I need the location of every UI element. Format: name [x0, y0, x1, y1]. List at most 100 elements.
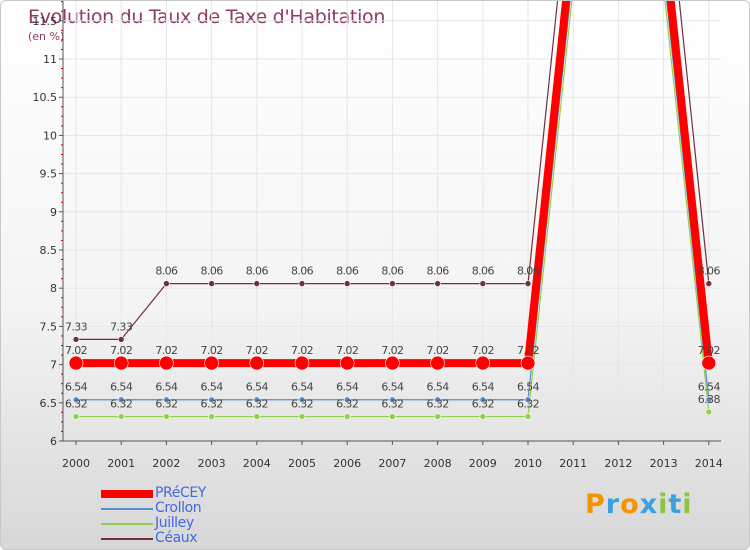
- data-label-crollon: 6.54: [110, 381, 133, 394]
- logo-letter: x: [639, 489, 659, 520]
- data-label-precey: 7.02: [517, 344, 539, 357]
- y-minor-tick: [61, 144, 63, 146]
- y-tick-label: 11: [43, 53, 57, 66]
- data-point-precey: [204, 355, 219, 371]
- data-point-juilley: [434, 413, 441, 420]
- y-minor-tick: [61, 345, 63, 346]
- data-label-juilley: 6.32: [381, 398, 403, 411]
- y-minor-tick: [61, 182, 63, 184]
- y-minor-tick: [61, 335, 63, 337]
- data-label-juilley: 6.32: [246, 398, 268, 411]
- data-point-ceaux: [434, 280, 441, 287]
- y-minor-tick: [61, 163, 63, 165]
- x-tick-label: 2012: [604, 457, 632, 470]
- data-label-precey: 7.02: [65, 344, 87, 357]
- data-point-precey: [159, 355, 174, 371]
- data-label-ceaux: 8.06: [472, 265, 495, 278]
- data-label-juilley: 6.32: [427, 398, 449, 411]
- data-point-crollon: [705, 396, 713, 404]
- data-point-crollon: [163, 396, 170, 404]
- data-label-precey: 7.02: [381, 344, 403, 357]
- data-label-juilley: 6.32: [472, 398, 494, 411]
- data-label-ceaux: 8.06: [336, 265, 359, 278]
- y-minor-tick: [61, 106, 63, 108]
- y-minor-tick: [61, 421, 63, 423]
- data-point-juilley: [163, 413, 170, 420]
- y-minor-tick: [61, 354, 63, 356]
- data-label-crollon: 6.54: [336, 381, 359, 394]
- data-label-juilley: 6.32: [65, 398, 87, 411]
- x-tick-label: 2004: [243, 457, 271, 470]
- data-label-juilley: 6.32: [155, 398, 177, 411]
- data-point-ceaux: [389, 280, 396, 287]
- y-minor-tick: [61, 411, 63, 413]
- y-minor-tick: [61, 316, 63, 318]
- data-label-juilley: 6.32: [517, 398, 539, 411]
- logo-letter: i: [658, 489, 669, 520]
- x-tick-label: 2007: [378, 457, 406, 470]
- y-axis-unit: (en %): [28, 30, 65, 43]
- x-tick-label: 2005: [288, 457, 316, 470]
- data-label-crollon: 6.54: [472, 381, 495, 394]
- y-minor-tick: [61, 297, 63, 299]
- y-minor-tick: [61, 201, 63, 203]
- legend-swatch: [101, 508, 153, 510]
- data-label-precey: 7.02: [155, 344, 177, 357]
- data-label-crollon: 6.54: [246, 381, 269, 394]
- y-minor-tick: [61, 373, 63, 375]
- y-minor-tick: [61, 392, 63, 394]
- y-minor-tick: [61, 154, 63, 155]
- y-tick-label: 7: [50, 359, 57, 372]
- data-point-juilley: [253, 413, 261, 420]
- data-label-crollon: 6.54: [291, 381, 314, 394]
- y-minor-tick: [61, 1, 63, 3]
- x-tick-label: 2002: [152, 457, 180, 470]
- data-point-crollon: [298, 396, 306, 404]
- data-point-precey: [520, 355, 536, 371]
- y-minor-tick: [61, 87, 63, 89]
- data-label-ceaux: 8.06: [155, 265, 178, 278]
- data-point-ceaux: [163, 280, 170, 287]
- legend-label: Juilley: [155, 515, 194, 531]
- logo-letter: o: [620, 489, 640, 520]
- data-point-crollon: [479, 396, 487, 404]
- proxiti-logo: Proxiti: [585, 489, 693, 520]
- data-label-ceaux: 7.33: [110, 320, 133, 333]
- y-tick-label: 8.5: [40, 244, 58, 257]
- data-label-ceaux: 8.06: [291, 265, 314, 278]
- y-minor-tick: [61, 48, 63, 50]
- y-minor-tick: [61, 430, 63, 432]
- data-point-juilley: [208, 413, 215, 420]
- data-point-ceaux: [479, 280, 487, 287]
- chart-title: Evolution du Taux de Taxe d'Habitation: [28, 6, 386, 28]
- data-label-crollon: 6.54: [155, 381, 178, 394]
- data-point-juilley: [298, 413, 306, 420]
- data-point-juilley: [705, 408, 713, 416]
- data-label-juilley: 6.32: [110, 398, 132, 411]
- data-point-precey: [249, 355, 265, 371]
- x-tick-label: 2010: [514, 457, 542, 470]
- data-label-precey: 7.02: [201, 344, 223, 357]
- y-tick-label: 9.5: [40, 168, 58, 181]
- legend-swatch: [101, 523, 153, 525]
- data-point-precey: [701, 355, 717, 371]
- data-label-crollon: 6.54: [201, 381, 224, 394]
- data-label-ceaux: 8.06: [381, 265, 404, 278]
- y-minor-tick: [61, 29, 63, 31]
- x-tick-label: 2009: [469, 457, 497, 470]
- y-tick-label: 7.5: [40, 320, 58, 333]
- logo-letter: P: [585, 489, 606, 520]
- y-minor-tick: [61, 306, 63, 308]
- data-label-ceaux: 8.06: [517, 265, 540, 278]
- data-point-juilley: [343, 413, 351, 420]
- data-point-ceaux: [117, 336, 125, 343]
- x-tick-label: 2001: [107, 457, 135, 470]
- x-tick-label: 2011: [559, 457, 587, 470]
- logo-letter: i: [682, 489, 693, 520]
- legend-item-juilley: Juilley: [101, 515, 321, 532]
- legend-label: PRéCEY: [155, 485, 206, 501]
- data-point-precey: [68, 355, 84, 371]
- data-point-crollon: [117, 396, 125, 404]
- logo-letter: t: [668, 489, 683, 520]
